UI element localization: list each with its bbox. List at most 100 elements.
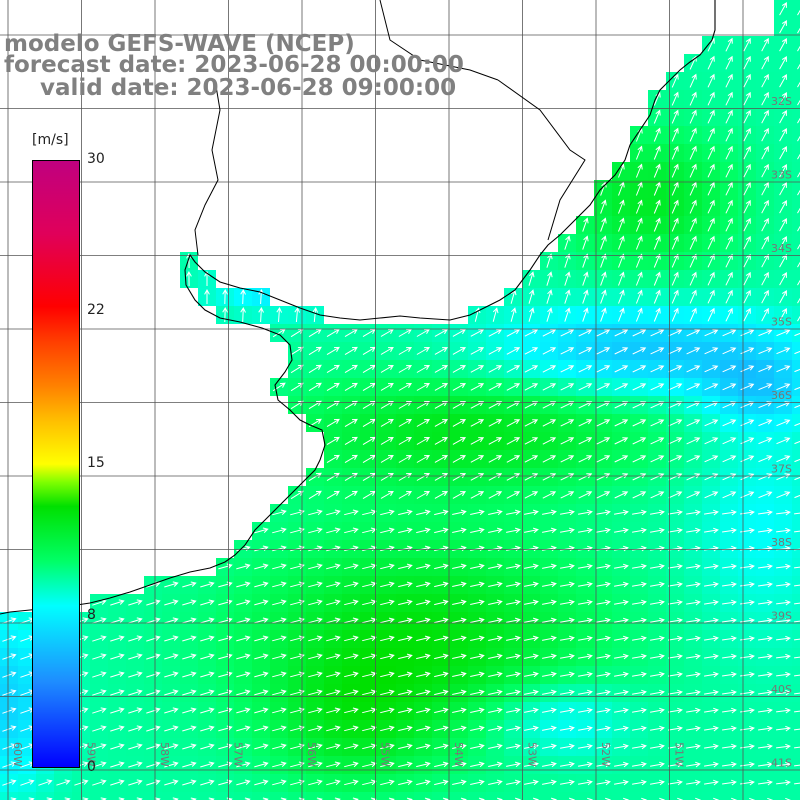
wind-arrow <box>110 599 125 606</box>
wind-arrow <box>2 671 17 678</box>
wind-arrow <box>704 617 719 624</box>
wind-arrow <box>740 743 755 750</box>
title-valid-date: valid date: 2023-06-28 09:00:00 <box>40 75 457 101</box>
wind-arrow <box>506 743 521 750</box>
wind-arrow <box>758 437 773 445</box>
wind-arrow <box>689 91 697 106</box>
wind-arrow <box>380 761 395 768</box>
wind-arrow <box>200 779 215 786</box>
wind-arrow <box>398 617 413 624</box>
wind-arrow <box>326 779 341 786</box>
wind-arrow <box>416 418 430 427</box>
wind-arrow <box>488 671 503 678</box>
wind-arrow <box>380 653 395 660</box>
wind-arrow <box>2 743 17 750</box>
wind-arrow <box>632 491 647 499</box>
wind-arrow <box>632 707 647 714</box>
wind-arrow <box>398 436 412 445</box>
field-cell <box>756 792 774 800</box>
wind-arrow <box>470 563 485 570</box>
wind-arrow <box>596 527 611 534</box>
wind-arrow <box>740 563 755 570</box>
wind-arrow <box>28 797 35 800</box>
field-cell <box>792 288 800 306</box>
wind-arrow <box>578 491 593 499</box>
wind-arrow <box>596 329 611 337</box>
wind-arrow <box>542 437 557 445</box>
wind-arrow <box>542 563 557 570</box>
wind-arrow <box>776 347 791 355</box>
wind-arrow <box>272 743 287 750</box>
wind-arrow <box>560 581 575 588</box>
wind-arrow <box>686 509 701 516</box>
wind-arrow <box>761 217 769 232</box>
lat-label: 33S <box>771 169 792 182</box>
field-cell <box>792 414 800 432</box>
wind-arrow <box>779 37 787 52</box>
wind-arrow <box>398 689 413 696</box>
wind-arrow <box>470 473 485 481</box>
wind-arrow <box>743 37 751 52</box>
wind-arrow <box>524 347 539 355</box>
wind-arrow <box>470 779 485 786</box>
wind-arrow <box>596 653 611 660</box>
wind-arrow <box>704 329 719 337</box>
wind-arrow <box>434 509 449 516</box>
wind-arrow <box>272 581 287 588</box>
wind-arrow <box>434 617 449 624</box>
wind-arrow <box>722 761 737 768</box>
wind-arrow <box>488 635 503 642</box>
wind-arrow <box>258 306 264 323</box>
wind-arrow <box>689 127 697 142</box>
wind-arrow <box>758 761 773 768</box>
wind-arrow <box>632 509 647 516</box>
wind-arrow <box>182 779 197 786</box>
lon-label: 57W <box>232 742 245 767</box>
wind-arrow <box>794 782 800 785</box>
wind-arrow <box>686 725 701 732</box>
border-line <box>194 79 221 256</box>
wind-arrow <box>794 728 800 731</box>
wind-arrow <box>578 743 593 750</box>
wind-arrow <box>254 617 269 624</box>
wind-arrow <box>704 491 719 499</box>
wind-arrow <box>578 509 593 516</box>
wind-arrow <box>650 491 665 499</box>
wind-arrow <box>434 707 449 714</box>
wind-arrow <box>20 779 35 786</box>
wind-arrow <box>290 761 305 768</box>
wind-arrow <box>725 91 733 106</box>
wind-arrow <box>779 73 787 88</box>
wind-arrow <box>272 527 287 534</box>
wind-arrow <box>722 563 737 570</box>
wind-arrow <box>452 689 467 696</box>
wind-arrow <box>344 779 359 786</box>
wind-arrow <box>524 491 539 499</box>
wind-arrow <box>452 383 467 391</box>
wind-arrow <box>668 365 683 373</box>
wind-arrow <box>164 599 179 606</box>
wind-arrow <box>707 307 715 322</box>
wind-arrow <box>600 217 607 232</box>
wind-arrow <box>488 743 503 750</box>
wind-arrow <box>743 253 751 268</box>
field-cell <box>792 630 800 648</box>
wind-arrow <box>272 707 287 714</box>
wind-arrow <box>725 145 733 160</box>
wind-arrow <box>290 635 305 642</box>
wind-arrow <box>779 127 787 142</box>
wind-arrow <box>524 581 539 588</box>
wind-arrow <box>635 253 643 268</box>
wind-arrow <box>632 563 647 570</box>
wind-arrow <box>671 199 679 214</box>
wind-arrow <box>632 779 647 786</box>
wind-arrow <box>779 19 787 34</box>
wind-arrow <box>707 55 715 70</box>
wind-arrow <box>528 271 535 286</box>
wind-arrow <box>689 109 697 124</box>
wind-arrow <box>794 404 800 409</box>
wind-arrow <box>758 653 773 660</box>
wind-arrow <box>380 490 394 499</box>
wind-arrow <box>434 653 449 660</box>
